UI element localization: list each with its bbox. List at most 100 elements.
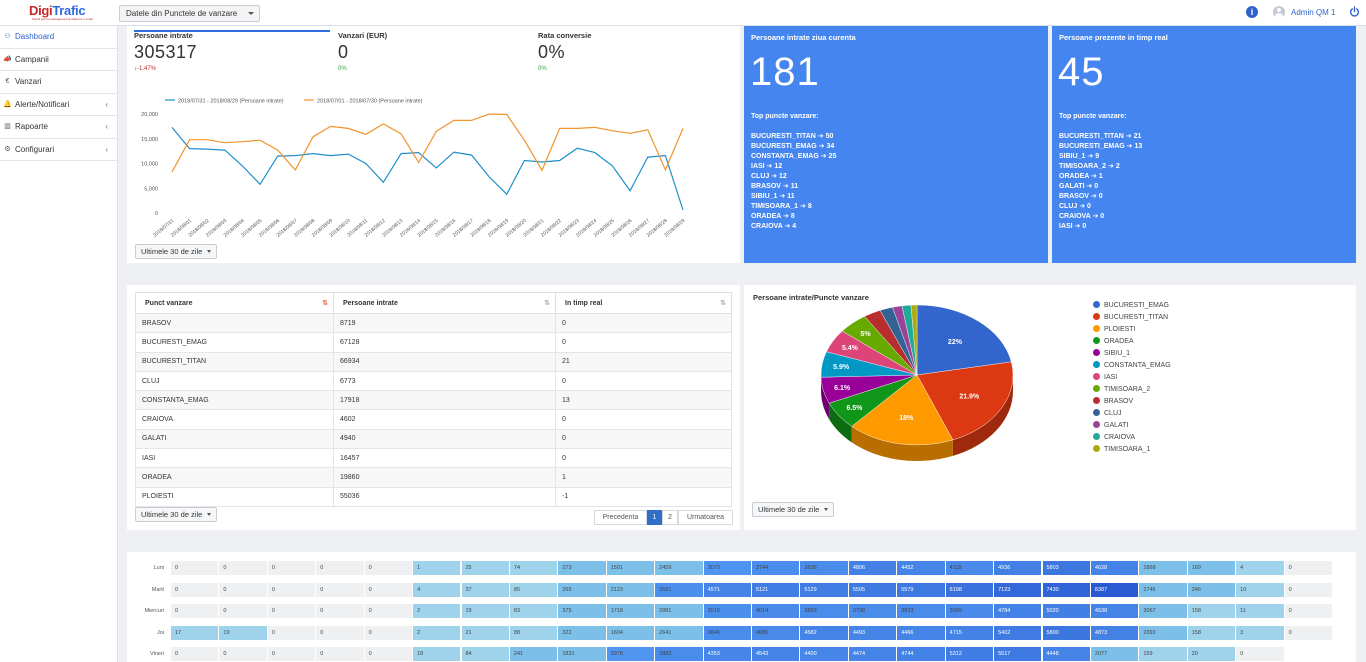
heatmap-cell[interactable]: 0 [267, 561, 317, 575]
heatmap-cell[interactable]: 4784 [994, 604, 1043, 618]
kpi-tile[interactable]: Persoane intrate 305317 ↓-1.47% [134, 30, 330, 72]
heatmap-cell[interactable]: 25 [461, 561, 510, 575]
pager-page-2[interactable]: 2 [662, 510, 678, 525]
user-avatar[interactable] [1273, 6, 1285, 18]
heatmap-cell[interactable]: 2123 [606, 582, 656, 597]
heatmap-cell[interactable]: 2 [413, 625, 462, 640]
legend-item[interactable]: CRAIOVA [1093, 433, 1135, 441]
heatmap-cell[interactable]: 0 [316, 625, 365, 640]
heatmap-cell[interactable]: 2746 [1139, 582, 1188, 597]
heatmap-cell[interactable]: 0 [364, 647, 414, 661]
sidebar-item-configurari[interactable]: ⚙ Configurari ‹ [0, 139, 117, 161]
heatmap-cell[interactable]: 5803 [1042, 561, 1091, 575]
heatmap-cell[interactable]: 1831 [558, 647, 607, 661]
legend-item[interactable]: PLOIESTI [1093, 325, 1136, 333]
heatmap-cell[interactable]: 5505 [848, 582, 898, 597]
heatmap-cell[interactable]: 0 [364, 604, 414, 618]
heatmap-cell[interactable]: 0 [364, 561, 414, 575]
heatmap-cell[interactable]: 0 [1284, 561, 1333, 575]
heatmap-cell[interactable]: 2393 [1139, 625, 1188, 640]
heatmap-cell[interactable]: 2641 [655, 625, 704, 640]
sidebar-item-campanii[interactable]: 📣 Campanii [0, 49, 117, 71]
sidebar-item-vanzari[interactable]: € Vanzari [0, 71, 117, 94]
power-icon[interactable] [1349, 6, 1360, 17]
heatmap-cell[interactable]: 0 [219, 561, 268, 575]
heatmap-cell[interactable]: 1868 [1139, 561, 1188, 575]
heatmap-cell[interactable]: 7123 [994, 582, 1043, 597]
trend-period-button[interactable]: Ultimele 30 de zile [135, 244, 218, 259]
heatmap-cell[interactable]: 5402 [994, 625, 1043, 640]
column-header-realtime[interactable]: In timp real ⇅ [555, 292, 732, 314]
legend-item[interactable]: BRASOV [1093, 397, 1133, 405]
table-row[interactable]: PLOIESTI 55036 -1 [135, 486, 732, 507]
legend-item[interactable]: CLUJ [1093, 409, 1122, 417]
heatmap-cell[interactable]: 85 [509, 582, 559, 597]
heatmap-cell[interactable]: 4543 [752, 647, 801, 661]
heatmap-cell[interactable]: 1501 [606, 561, 656, 575]
heatmap-cell[interactable]: 4936 [994, 561, 1043, 575]
table-row[interactable]: CLUJ 6773 0 [135, 370, 732, 392]
heatmap-cell[interactable]: 4086 [752, 625, 801, 640]
table-row[interactable]: IASI 16457 0 [135, 448, 732, 469]
heatmap-cell[interactable]: 4400 [800, 647, 849, 661]
heatmap-cell[interactable]: 4 [413, 582, 462, 597]
legend-item[interactable]: TIMISOARA_2 [1093, 385, 1150, 393]
heatmap-cell[interactable]: 20 [1187, 647, 1237, 661]
heatmap-cell[interactable]: 0 [267, 647, 317, 661]
heatmap-cell[interactable]: 83 [509, 604, 559, 618]
heatmap-cell[interactable]: 1604 [606, 625, 656, 640]
table-row[interactable]: BUCURESTI_TITAN 66934 21 [135, 351, 732, 372]
heatmap-cell[interactable]: 375 [558, 604, 607, 618]
heatmap-cell[interactable]: 2881 [655, 604, 704, 618]
heatmap-cell[interactable]: 3846 [703, 625, 752, 640]
heatmap-cell[interactable]: 3744 [752, 561, 801, 575]
heatmap-cell[interactable]: 5020 [1042, 604, 1091, 618]
heatmap-cell[interactable]: 17 [171, 625, 220, 640]
heatmap-cell[interactable]: 0 [364, 625, 414, 640]
heatmap-cell[interactable]: 0 [171, 561, 220, 575]
heatmap-cell[interactable]: 5800 [1042, 625, 1091, 640]
heatmap-cell[interactable]: 3836 [800, 561, 849, 575]
info-icon[interactable]: i [1246, 6, 1258, 18]
user-menu[interactable]: Admin QM 1 [1291, 8, 1336, 17]
heatmap-cell[interactable]: 2978 [606, 647, 656, 661]
sidebar-item-alerte-notificari[interactable]: 🔔 Alerte/Notificari ‹ [0, 94, 117, 116]
heatmap-cell[interactable]: 3999 [945, 604, 995, 618]
heatmap-cell[interactable]: 19 [219, 625, 268, 640]
heatmap-cell[interactable]: 4493 [848, 625, 898, 640]
heatmap-cell[interactable]: 4715 [945, 625, 995, 640]
kpi-tile[interactable]: Rata conversie 0% 0% [538, 31, 734, 72]
heatmap-cell[interactable]: 2077 [1090, 647, 1140, 661]
heatmap-cell[interactable]: 18 [413, 647, 462, 661]
heatmap-cell[interactable]: 159 [1139, 647, 1188, 661]
heatmap-cell[interactable]: 37 [461, 582, 510, 597]
heatmap-cell[interactable]: 273 [558, 561, 607, 575]
heatmap-cell[interactable]: 0 [1284, 604, 1333, 618]
heatmap-cell[interactable]: 2067 [1139, 604, 1188, 618]
sidebar-item-rapoarte[interactable]: ▥ Rapoarte ‹ [0, 116, 117, 139]
heatmap-cell[interactable]: 5517 [994, 647, 1043, 661]
heatmap-cell[interactable]: 0 [219, 582, 268, 597]
heatmap-cell[interactable]: 0 [1236, 647, 1285, 661]
legend-item[interactable]: ORADEA [1093, 337, 1134, 345]
heatmap-cell[interactable]: 158 [1187, 604, 1237, 618]
heatmap-cell[interactable]: 3 [1236, 625, 1285, 640]
heatmap-cell[interactable]: 0 [364, 582, 414, 597]
pager-page-1[interactable]: 1 [647, 510, 662, 525]
heatmap-cell[interactable]: 0 [316, 647, 365, 661]
heatmap-cell[interactable]: 0 [316, 604, 365, 618]
heatmap-cell[interactable]: 158 [1187, 625, 1237, 640]
heatmap-cell[interactable]: 11 [1236, 604, 1285, 618]
column-header-point[interactable]: Punct vanzare ⇅ [135, 292, 334, 314]
heatmap-cell[interactable]: 0 [171, 647, 220, 661]
legend-item[interactable]: BUCURESTI_TITAN [1093, 313, 1168, 321]
legend-item[interactable]: TIMISOARA_1 [1093, 445, 1150, 453]
heatmap-cell[interactable]: 1 [413, 561, 462, 575]
heatmap-cell[interactable]: 4466 [897, 625, 946, 640]
heatmap-cell[interactable]: 0 [219, 647, 268, 661]
heatmap-cell[interactable]: 4571 [703, 582, 752, 597]
heatmap-cell[interactable]: 84 [461, 647, 510, 661]
heatmap-cell[interactable]: 5129 [800, 582, 849, 597]
heatmap-cell[interactable]: 0 [316, 582, 365, 597]
table-row[interactable]: CONSTANTA_EMAG 17918 13 [135, 390, 732, 411]
